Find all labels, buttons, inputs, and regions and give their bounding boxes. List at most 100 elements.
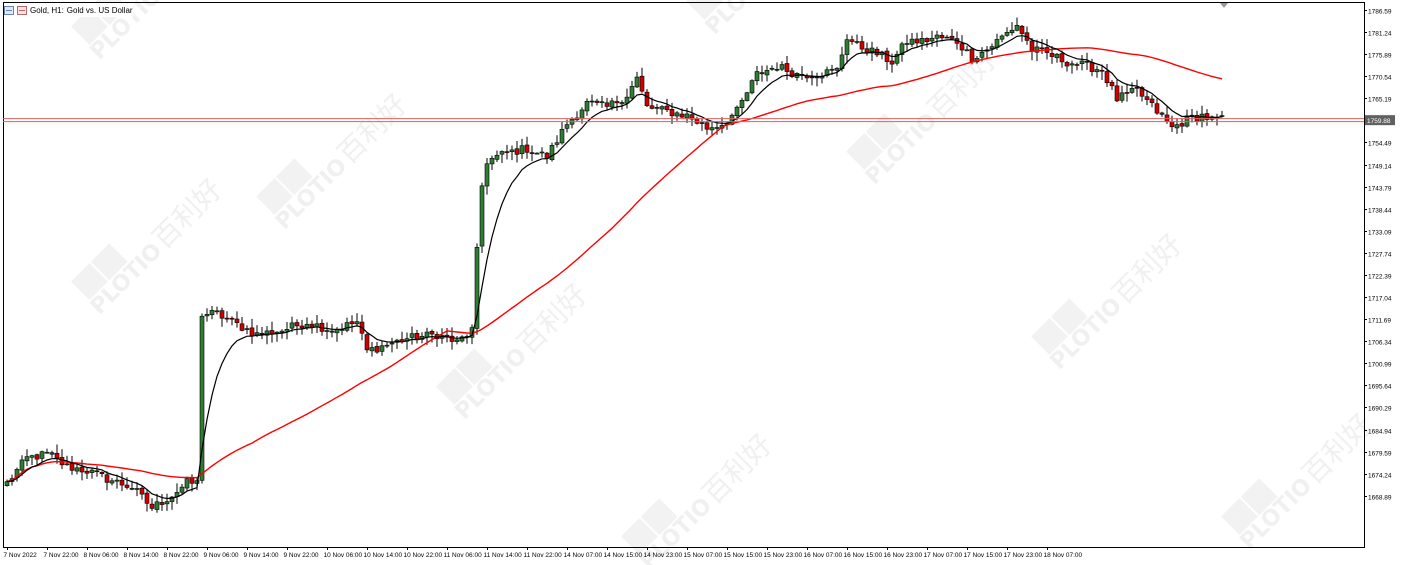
bull-candle[interactable] bbox=[734, 106, 740, 117]
bull-candle[interactable] bbox=[899, 43, 905, 55]
bull-candle[interactable] bbox=[539, 151, 545, 154]
bull-candle[interactable] bbox=[409, 333, 415, 338]
bear-candle[interactable] bbox=[784, 63, 790, 72]
bull-candle[interactable] bbox=[999, 35, 1005, 40]
bear-candle[interactable] bbox=[1134, 87, 1140, 89]
bull-candle[interactable] bbox=[779, 64, 785, 70]
bull-candle[interactable] bbox=[304, 323, 310, 328]
bull-candle[interactable] bbox=[844, 39, 850, 55]
bear-candle[interactable] bbox=[1089, 62, 1095, 72]
bull-candle[interactable] bbox=[709, 127, 715, 131]
bull-candle[interactable] bbox=[519, 145, 525, 154]
bull-candle[interactable] bbox=[4, 481, 10, 487]
bull-candle[interactable] bbox=[934, 34, 940, 39]
bull-candle[interactable] bbox=[204, 314, 210, 317]
bull-candle[interactable] bbox=[739, 100, 745, 108]
bear-candle[interactable] bbox=[329, 330, 335, 333]
bull-candle[interactable] bbox=[209, 310, 215, 316]
bull-candle[interactable] bbox=[989, 46, 995, 49]
bear-candle[interactable] bbox=[1074, 64, 1080, 66]
bull-candle[interactable] bbox=[384, 344, 390, 347]
bear-candle[interactable] bbox=[104, 474, 110, 483]
bear-candle[interactable] bbox=[649, 105, 655, 109]
bear-candle[interactable] bbox=[1084, 60, 1090, 63]
bull-candle[interactable] bbox=[829, 68, 835, 71]
bear-candle[interactable] bbox=[84, 470, 90, 474]
bull-candle[interactable] bbox=[869, 47, 875, 54]
bull-candle[interactable] bbox=[754, 71, 760, 82]
bull-candle[interactable] bbox=[454, 339, 460, 342]
bull-candle[interactable] bbox=[554, 142, 560, 145]
bull-candle[interactable] bbox=[904, 43, 910, 45]
bull-candle[interactable] bbox=[264, 330, 270, 336]
bear-candle[interactable] bbox=[809, 76, 815, 79]
bear-candle[interactable] bbox=[889, 60, 895, 65]
bear-candle[interactable] bbox=[644, 91, 650, 107]
bear-candle[interactable] bbox=[139, 487, 145, 495]
bear-candle[interactable] bbox=[34, 454, 40, 460]
bull-candle[interactable] bbox=[344, 322, 350, 331]
bull-candle[interactable] bbox=[19, 459, 25, 471]
bull-candle[interactable] bbox=[114, 479, 120, 482]
bear-candle[interactable] bbox=[679, 113, 685, 118]
bear-candle[interactable] bbox=[1149, 98, 1155, 103]
bear-candle[interactable] bbox=[374, 346, 380, 353]
bull-candle[interactable] bbox=[74, 467, 80, 472]
bear-candle[interactable] bbox=[514, 148, 520, 155]
bear-candle[interactable] bbox=[944, 36, 950, 39]
bull-candle[interactable] bbox=[494, 154, 500, 160]
bear-candle[interactable] bbox=[859, 41, 865, 50]
bull-candle[interactable] bbox=[1199, 113, 1205, 122]
bear-candle[interactable] bbox=[1104, 71, 1110, 84]
bull-candle[interactable] bbox=[854, 41, 860, 43]
bear-candle[interactable] bbox=[959, 43, 965, 51]
bull-candle[interactable] bbox=[184, 478, 190, 489]
bull-candle[interactable] bbox=[369, 347, 375, 352]
bull-candle[interactable] bbox=[749, 80, 755, 94]
bear-candle[interactable] bbox=[1144, 96, 1150, 100]
bull-candle[interactable] bbox=[64, 463, 70, 466]
bull-candle[interactable] bbox=[134, 488, 140, 490]
bear-candle[interactable] bbox=[249, 327, 255, 336]
bear-candle[interactable] bbox=[349, 321, 355, 325]
bear-candle[interactable] bbox=[504, 151, 510, 153]
bull-candle[interactable] bbox=[1184, 115, 1190, 127]
bull-candle[interactable] bbox=[1129, 88, 1135, 93]
bull-candle[interactable] bbox=[634, 76, 640, 88]
bull-candle[interactable] bbox=[279, 330, 285, 333]
bull-candle[interactable] bbox=[164, 501, 170, 505]
bull-candle[interactable] bbox=[324, 330, 330, 332]
bear-candle[interactable] bbox=[79, 466, 85, 473]
bull-candle[interactable] bbox=[1079, 60, 1085, 65]
bear-candle[interactable] bbox=[299, 325, 305, 329]
bull-candle[interactable] bbox=[629, 86, 635, 99]
bear-candle[interactable] bbox=[604, 102, 610, 107]
bull-candle[interactable] bbox=[24, 456, 30, 462]
bull-candle[interactable] bbox=[659, 106, 665, 110]
bull-candle[interactable] bbox=[474, 246, 480, 329]
bull-candle[interactable] bbox=[1004, 31, 1010, 36]
bear-candle[interactable] bbox=[1159, 112, 1165, 115]
bear-candle[interactable] bbox=[524, 144, 530, 153]
bull-candle[interactable] bbox=[39, 451, 45, 459]
bear-candle[interactable] bbox=[1064, 62, 1070, 67]
bull-candle[interactable] bbox=[1034, 46, 1040, 53]
bear-candle[interactable] bbox=[1124, 92, 1130, 94]
bull-candle[interactable] bbox=[534, 152, 540, 155]
bear-candle[interactable] bbox=[694, 118, 700, 124]
bull-candle[interactable] bbox=[559, 128, 565, 144]
bear-candle[interactable] bbox=[159, 502, 165, 505]
bear-candle[interactable] bbox=[1059, 53, 1065, 63]
bull-candle[interactable] bbox=[1054, 53, 1060, 59]
bear-candle[interactable] bbox=[639, 75, 645, 92]
bear-candle[interactable] bbox=[664, 105, 670, 111]
bear-candle[interactable] bbox=[924, 38, 930, 43]
bear-candle[interactable] bbox=[189, 477, 195, 484]
period-icon[interactable] bbox=[17, 5, 27, 15]
bull-candle[interactable] bbox=[244, 328, 250, 330]
bull-candle[interactable] bbox=[834, 67, 840, 71]
bear-candle[interactable] bbox=[224, 317, 230, 320]
bear-candle[interactable] bbox=[49, 452, 55, 455]
